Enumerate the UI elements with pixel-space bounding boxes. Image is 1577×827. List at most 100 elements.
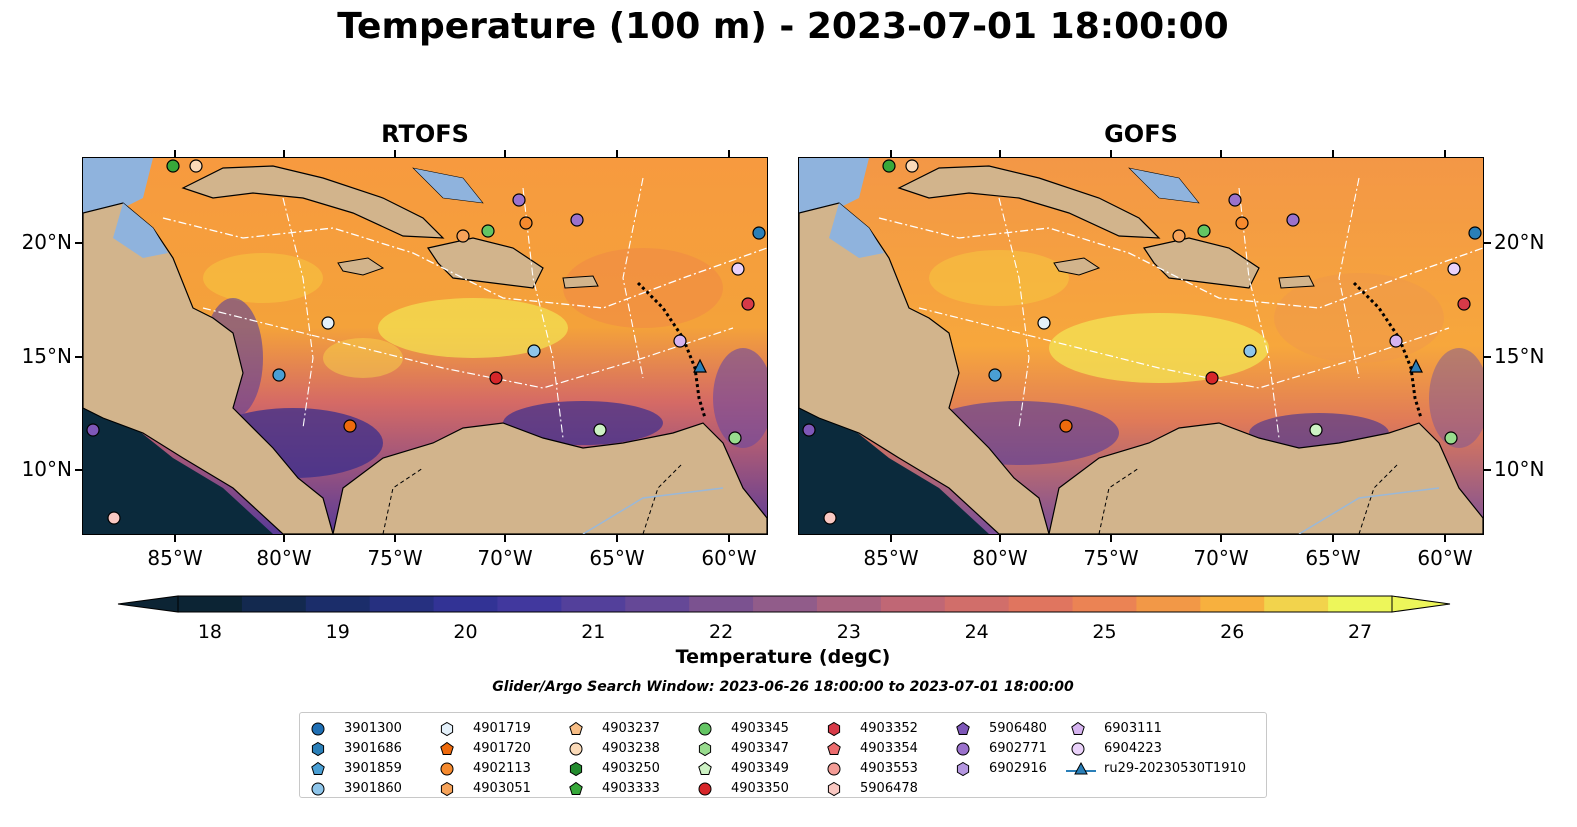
x-tick-label: 60°W <box>1417 546 1473 570</box>
legend-label: 4903553 <box>860 761 918 776</box>
legend-entry: 3901859 <box>310 761 435 779</box>
legend-entry: 5906478 <box>826 781 951 799</box>
legend-label: 5906478 <box>860 781 918 796</box>
legend-entry: 4901720 <box>439 741 564 759</box>
legend-label: 6902771 <box>989 741 1047 756</box>
legend-entry: 4903352 <box>826 721 951 739</box>
x-tick-mark <box>1332 535 1334 542</box>
legend-label: 4903238 <box>602 741 660 756</box>
search-window-text: Glider/Argo Search Window: 2023-06-26 18… <box>492 679 1074 695</box>
colorbar-segment <box>816 596 882 612</box>
legend-label: ru29-20230530T1910 <box>1104 761 1247 776</box>
legend-entry: 4903051 <box>439 781 564 799</box>
x-tick-mark-top <box>394 150 396 157</box>
x-tick-mark <box>504 535 506 542</box>
legend-entry: 4903350 <box>697 781 822 799</box>
legend-label: 4903347 <box>731 741 789 756</box>
x-tick-mark <box>890 535 892 542</box>
x-tick-mark-top <box>504 150 506 157</box>
legend-entry: 4901719 <box>439 721 564 739</box>
legend-label: 6902916 <box>989 761 1047 776</box>
legend-label: 5906480 <box>989 721 1047 736</box>
legend-label: 3901686 <box>344 741 402 756</box>
legend-marker-icon <box>310 761 326 777</box>
x-tick-mark-top <box>1332 150 1334 157</box>
legend-entry: 4903237 <box>568 721 693 739</box>
legend-entry: 6903111 <box>1070 721 1195 739</box>
colorbar-segment <box>753 596 818 612</box>
colorbar-extend-min <box>117 595 179 613</box>
y-tick-label-right: 15°N <box>1494 344 1545 368</box>
x-tick-mark-top <box>174 150 176 157</box>
x-tick-mark <box>1444 535 1446 542</box>
legend-entry: 4902113 <box>439 761 564 779</box>
colorbar-tick-label: 19 <box>326 621 350 640</box>
x-tick-mark <box>728 535 730 542</box>
legend-label: 4901720 <box>473 741 531 756</box>
panel-title-gofs: GOFS <box>1104 120 1178 148</box>
colorbar-segment <box>1072 596 1138 612</box>
legend-entry: 3901300 <box>310 721 435 739</box>
legend-entry: 6902771 <box>955 741 1080 759</box>
figure-title: Temperature (100 m) - 2023-07-01 18:00:0… <box>337 6 1229 47</box>
x-tick-mark <box>1110 535 1112 542</box>
legend-label: 4903250 <box>602 761 660 776</box>
colorbar-segment <box>561 596 626 612</box>
colorbar-segment <box>305 596 371 612</box>
colorbar-segment <box>497 596 562 612</box>
legend-marker-icon <box>697 761 713 777</box>
y-tick-mark-right <box>1484 469 1491 471</box>
legend-marker-icon <box>697 741 713 757</box>
legend-marker-icon <box>439 721 455 737</box>
colorbar-segment <box>241 596 307 612</box>
colorbar-tick-label: 24 <box>965 621 989 640</box>
colorbar-tick-label: 22 <box>709 621 733 640</box>
panel-title-rtofs: RTOFS <box>381 120 469 148</box>
legend-entry: 4903333 <box>568 781 693 799</box>
colorbar-tick-label: 23 <box>837 621 861 640</box>
colorbar-segment <box>1328 596 1393 612</box>
colorbar: 18 19 20 21 22 23 24 25 26 27 <box>117 595 1451 640</box>
colorbar-tick-label: 20 <box>453 621 477 640</box>
legend-marker-icon <box>1070 741 1086 757</box>
colorbar-tick-label: 27 <box>1348 621 1372 640</box>
x-tick-mark <box>1220 535 1222 542</box>
y-tick-label-right: 20°N <box>1494 230 1545 254</box>
legend-marker-icon <box>826 741 842 757</box>
colorbar-segment <box>1008 596 1074 612</box>
legend-label: 4903350 <box>731 781 789 796</box>
legend-label: 4901719 <box>473 721 531 736</box>
map-panel-gofs <box>798 157 1484 535</box>
legend-marker-icon <box>826 781 842 797</box>
legend-label: 6903111 <box>1104 721 1162 736</box>
x-tick-mark-top <box>1444 150 1446 157</box>
y-tick-label-left: 10°N <box>21 457 72 481</box>
legend-entry: 4903349 <box>697 761 822 779</box>
legend-label: 3901859 <box>344 761 402 776</box>
y-tick-mark-right <box>1484 356 1491 358</box>
legend-marker-icon <box>310 781 326 797</box>
legend-entry: 4903238 <box>568 741 693 759</box>
legend-label: 3901300 <box>344 721 402 736</box>
legend-entry: 6904223 <box>1070 741 1195 759</box>
colorbar-segment <box>178 596 243 612</box>
y-tick-mark-left <box>75 242 82 244</box>
legend-entry: 4903250 <box>568 761 693 779</box>
x-tick-label: 85°W <box>863 546 919 570</box>
x-tick-label: 65°W <box>1305 546 1361 570</box>
x-tick-mark <box>394 535 396 542</box>
x-tick-label: 75°W <box>1083 546 1139 570</box>
legend-marker-icon <box>310 741 326 757</box>
x-tick-mark-top <box>890 150 892 157</box>
legend-marker-icon <box>439 761 455 777</box>
y-tick-mark-left <box>75 469 82 471</box>
map-canvas-gofs <box>799 158 1483 534</box>
x-tick-label: 80°W <box>256 546 312 570</box>
colorbar-segment <box>433 596 499 612</box>
legend-marker-icon <box>1066 761 1096 777</box>
colorbar-segment <box>369 596 435 612</box>
x-tick-label: 80°W <box>972 546 1028 570</box>
colorbar-segment <box>625 596 690 612</box>
y-tick-label-left: 20°N <box>21 230 72 254</box>
legend-entry: 3901686 <box>310 741 435 759</box>
